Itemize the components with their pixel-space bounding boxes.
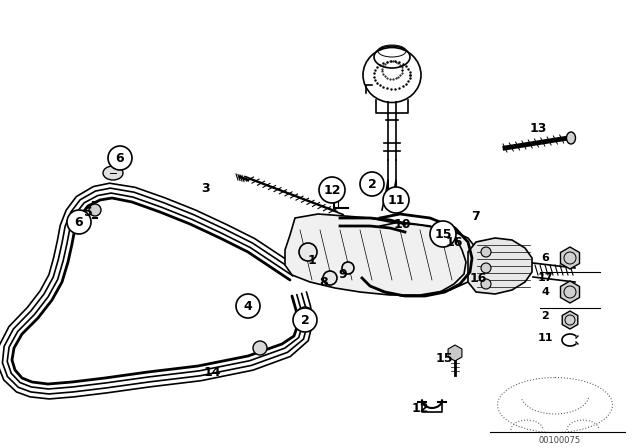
Circle shape xyxy=(296,307,314,325)
Circle shape xyxy=(481,247,491,257)
Text: 6: 6 xyxy=(116,151,124,164)
Text: 2: 2 xyxy=(541,311,549,321)
Text: 8: 8 xyxy=(320,276,328,289)
Ellipse shape xyxy=(566,132,575,144)
Text: 12: 12 xyxy=(323,184,340,197)
Text: 1: 1 xyxy=(308,254,316,267)
Circle shape xyxy=(430,221,456,247)
Text: 7: 7 xyxy=(472,210,481,223)
Circle shape xyxy=(319,177,345,203)
Circle shape xyxy=(89,204,101,216)
Text: 2: 2 xyxy=(301,314,309,327)
Text: 6: 6 xyxy=(75,215,83,228)
Ellipse shape xyxy=(299,243,317,261)
Circle shape xyxy=(67,210,91,234)
Polygon shape xyxy=(285,214,478,295)
Text: 15: 15 xyxy=(435,228,452,241)
Text: 16: 16 xyxy=(469,271,486,284)
Circle shape xyxy=(481,263,491,273)
Circle shape xyxy=(360,172,384,196)
Ellipse shape xyxy=(323,271,337,285)
Text: 6: 6 xyxy=(541,253,549,263)
Text: 5: 5 xyxy=(84,206,92,219)
Text: 16: 16 xyxy=(445,236,463,249)
Circle shape xyxy=(236,294,260,318)
Text: 13: 13 xyxy=(529,121,547,134)
Text: 15: 15 xyxy=(435,352,452,365)
Text: 11: 11 xyxy=(387,194,404,207)
Circle shape xyxy=(481,279,491,289)
Text: 14: 14 xyxy=(204,366,221,379)
Text: 2: 2 xyxy=(367,177,376,190)
Circle shape xyxy=(253,341,267,355)
Polygon shape xyxy=(468,238,532,294)
Text: 00100075: 00100075 xyxy=(539,435,581,444)
Circle shape xyxy=(239,297,257,315)
Text: 3: 3 xyxy=(201,181,209,194)
Text: 9: 9 xyxy=(339,267,348,280)
Ellipse shape xyxy=(70,214,88,227)
Text: 4: 4 xyxy=(244,300,252,313)
Text: 11: 11 xyxy=(537,333,553,343)
Text: 4: 4 xyxy=(541,287,549,297)
Text: 12: 12 xyxy=(412,401,429,414)
Text: 10: 10 xyxy=(393,217,411,231)
Circle shape xyxy=(383,187,409,213)
Ellipse shape xyxy=(342,262,354,274)
Circle shape xyxy=(108,146,132,170)
Circle shape xyxy=(293,308,317,332)
Ellipse shape xyxy=(103,166,123,180)
Text: 17: 17 xyxy=(537,273,553,283)
